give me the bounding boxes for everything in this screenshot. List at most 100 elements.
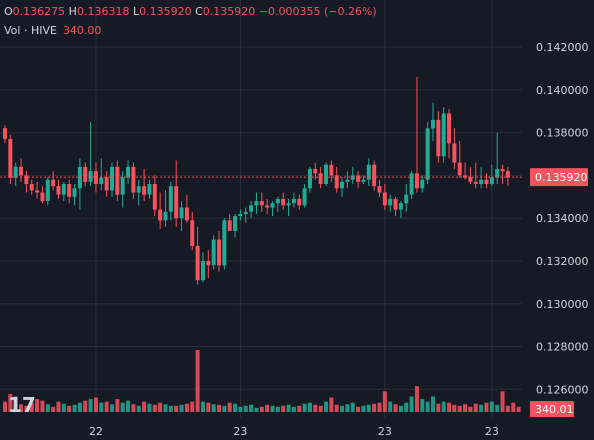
candle-body <box>45 179 50 202</box>
price-axis[interactable]: 0.1420000.1400000.1380000.1360000.134000… <box>536 41 589 396</box>
volume-bar <box>120 402 125 412</box>
volume-bar <box>286 404 291 412</box>
volume-bar <box>468 406 473 412</box>
volume-bar <box>340 405 345 412</box>
candle-body <box>313 169 318 174</box>
candle-body <box>249 205 254 212</box>
volume-bar <box>222 405 227 412</box>
volume-bar <box>254 407 259 412</box>
volume-bar <box>243 405 248 412</box>
candle-body <box>414 173 419 189</box>
volume-bar <box>334 404 339 412</box>
volume-bar <box>318 405 323 412</box>
volume-bar <box>142 401 147 412</box>
candle-body <box>334 175 339 189</box>
candle-body <box>318 173 323 184</box>
volume-bar <box>35 399 40 412</box>
candle-body <box>3 128 7 140</box>
candle-body <box>404 194 409 204</box>
volume-bar <box>377 402 382 412</box>
volume-bar <box>217 404 221 412</box>
volume-legend: Vol · HIVE 340.00 <box>4 24 101 37</box>
candle-body <box>56 186 61 195</box>
candle-body <box>243 211 248 214</box>
candle-body <box>275 198 280 204</box>
candle-body <box>35 190 40 193</box>
candle-body <box>409 173 414 195</box>
volume-bar <box>152 404 157 412</box>
volume-bar <box>206 402 211 412</box>
candle-body <box>479 179 484 184</box>
volume-bar <box>67 405 72 412</box>
candle-body <box>158 209 163 221</box>
candle-body <box>77 166 82 189</box>
candle-body <box>420 179 425 189</box>
price-badge: 0.135920 <box>530 168 588 187</box>
candle-body <box>179 207 184 219</box>
volume-bar <box>3 401 7 412</box>
candle-body <box>297 198 302 206</box>
y-tick-label: 0.126000 <box>536 383 589 396</box>
candle-body <box>281 198 286 206</box>
candle-body <box>238 213 243 217</box>
time-axis[interactable]: 22 23 23 23 <box>89 425 499 438</box>
volume-bar <box>361 405 366 412</box>
volume-bar <box>329 397 334 412</box>
tradingview-logo-icon[interactable]: 17 <box>8 393 36 417</box>
volume-bar <box>441 401 446 412</box>
candle-body <box>307 169 312 189</box>
volume-bar <box>13 396 18 412</box>
volume-bar <box>275 406 280 412</box>
candle-body <box>190 220 195 247</box>
volume-bar <box>404 402 409 412</box>
volume-bar <box>93 397 98 412</box>
volume-bar <box>457 405 462 412</box>
open-label: O <box>4 5 13 18</box>
volume-bar <box>420 399 425 412</box>
x-tick-label: 23 <box>378 425 392 438</box>
volume-bar <box>270 405 275 412</box>
volume-bar <box>452 404 457 412</box>
price-badge-label: 0.135920 <box>535 171 588 184</box>
candle-body <box>195 246 200 281</box>
candle-body <box>184 207 189 221</box>
volume-bar <box>184 403 189 412</box>
volume-bar <box>51 406 56 412</box>
close-label: C <box>195 5 203 18</box>
volume-bar <box>500 391 505 412</box>
volume-bar <box>168 405 173 412</box>
volume-bar <box>19 404 24 412</box>
low-value: 0.135920 <box>139 5 192 18</box>
x-tick-label: 23 <box>233 425 247 438</box>
volume-bar <box>29 402 34 412</box>
candle-body <box>222 220 227 266</box>
volume-legend-label: Vol · HIVE <box>4 24 57 37</box>
candle-body <box>270 203 275 208</box>
candle-body <box>99 177 104 184</box>
candle-body <box>398 203 403 210</box>
volume-bar <box>115 399 120 412</box>
volume-bar <box>484 402 489 412</box>
candle-body <box>345 179 350 182</box>
volume-bar <box>307 402 312 412</box>
volume-bar <box>489 401 494 412</box>
candle-body <box>88 171 93 182</box>
volume-bar <box>190 401 195 412</box>
candle-body <box>447 113 452 144</box>
candle-body <box>163 211 168 221</box>
candle-body <box>259 201 264 206</box>
volume-bar <box>313 404 318 412</box>
candle-body <box>40 192 45 202</box>
candle-body <box>120 177 125 195</box>
candle-body <box>377 186 382 193</box>
candle-body <box>13 166 18 178</box>
volume-bar <box>24 405 29 412</box>
candle-body <box>29 183 34 191</box>
candle-body <box>473 181 478 184</box>
candle-body <box>206 260 211 266</box>
volume-bar <box>393 404 398 412</box>
logo-text: 17 <box>8 393 36 417</box>
candle-body <box>142 186 147 195</box>
candle-body <box>382 192 387 206</box>
